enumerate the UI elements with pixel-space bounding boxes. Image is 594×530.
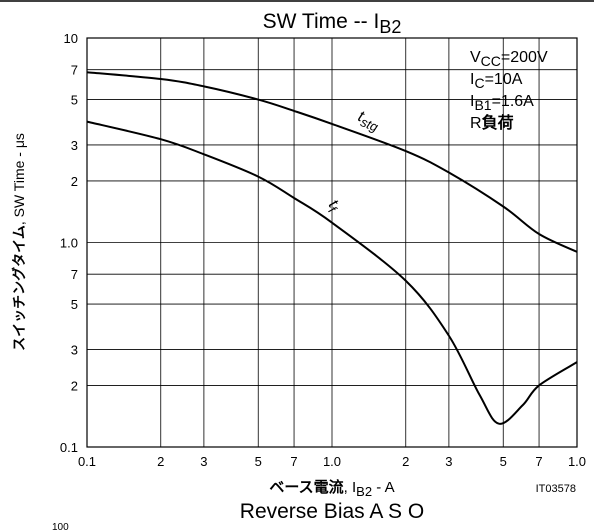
condition: IB1=1.6A (470, 93, 534, 113)
condition: VCC=200V (470, 49, 548, 69)
y-tick-label: 3 (71, 138, 78, 153)
y-tick-label: 2 (71, 378, 78, 393)
condition-rest: =1.6A (492, 93, 535, 110)
series-line (86, 120, 578, 425)
x-tick-label: 1.0 (568, 454, 586, 469)
condition-sub: C (474, 75, 484, 91)
x-tick-label: 0.1 (78, 454, 96, 469)
y-tick-label: 2 (71, 174, 78, 189)
y-tick-label: 7 (71, 63, 78, 78)
condition-rest: 負荷 (482, 113, 514, 132)
series-label: tf (323, 197, 344, 217)
condition-rest: =200V (501, 49, 548, 66)
series-line (86, 71, 578, 253)
condition: R負荷 (470, 113, 514, 132)
x-tick-label: 2 (402, 454, 409, 469)
y-tick-label: 1.0 (60, 236, 78, 251)
x-tick-label: 1.0 (323, 454, 341, 469)
next-chart-title: Reverse Bias A S O (240, 500, 424, 523)
condition-main: V (470, 49, 481, 66)
series-label-sub: stg (359, 114, 381, 135)
x-axis-label: ベース電流, IB2 - A (269, 478, 394, 499)
y-tick-label: 0.1 (60, 440, 78, 455)
series-label-main: t (356, 108, 367, 126)
x-tick-label: 5 (255, 454, 262, 469)
next-chart-tick: 100 (52, 522, 69, 530)
chart-title: SW Time -- IB2 (263, 10, 402, 37)
y-tick-label: 10 (64, 31, 78, 46)
x-tick-label: 5 (500, 454, 507, 469)
y-tick-label: 5 (71, 93, 78, 108)
y-axis-label: スイッチングタイム, SW Time - μs (11, 133, 27, 351)
x-tick-label: 3 (200, 454, 207, 469)
x-tick-label: 7 (290, 454, 297, 469)
condition-main: I (470, 93, 474, 110)
series-label: tstg (354, 108, 382, 135)
figure-code: IT03578 (536, 483, 576, 495)
y-tick-label: 3 (71, 342, 78, 357)
x-tick-label: 2 (157, 454, 164, 469)
x-tick-label: 3 (445, 454, 452, 469)
condition-rest: =10A (485, 71, 523, 88)
condition-sub: B1 (474, 97, 491, 113)
condition-sub: CC (481, 53, 501, 69)
condition: IC=10A (470, 71, 523, 91)
condition-main: R (470, 115, 482, 132)
y-tick-label: 5 (71, 297, 78, 312)
x-tick-label: 7 (535, 454, 542, 469)
condition-main: I (470, 71, 474, 88)
y-tick-label: 7 (71, 267, 78, 282)
